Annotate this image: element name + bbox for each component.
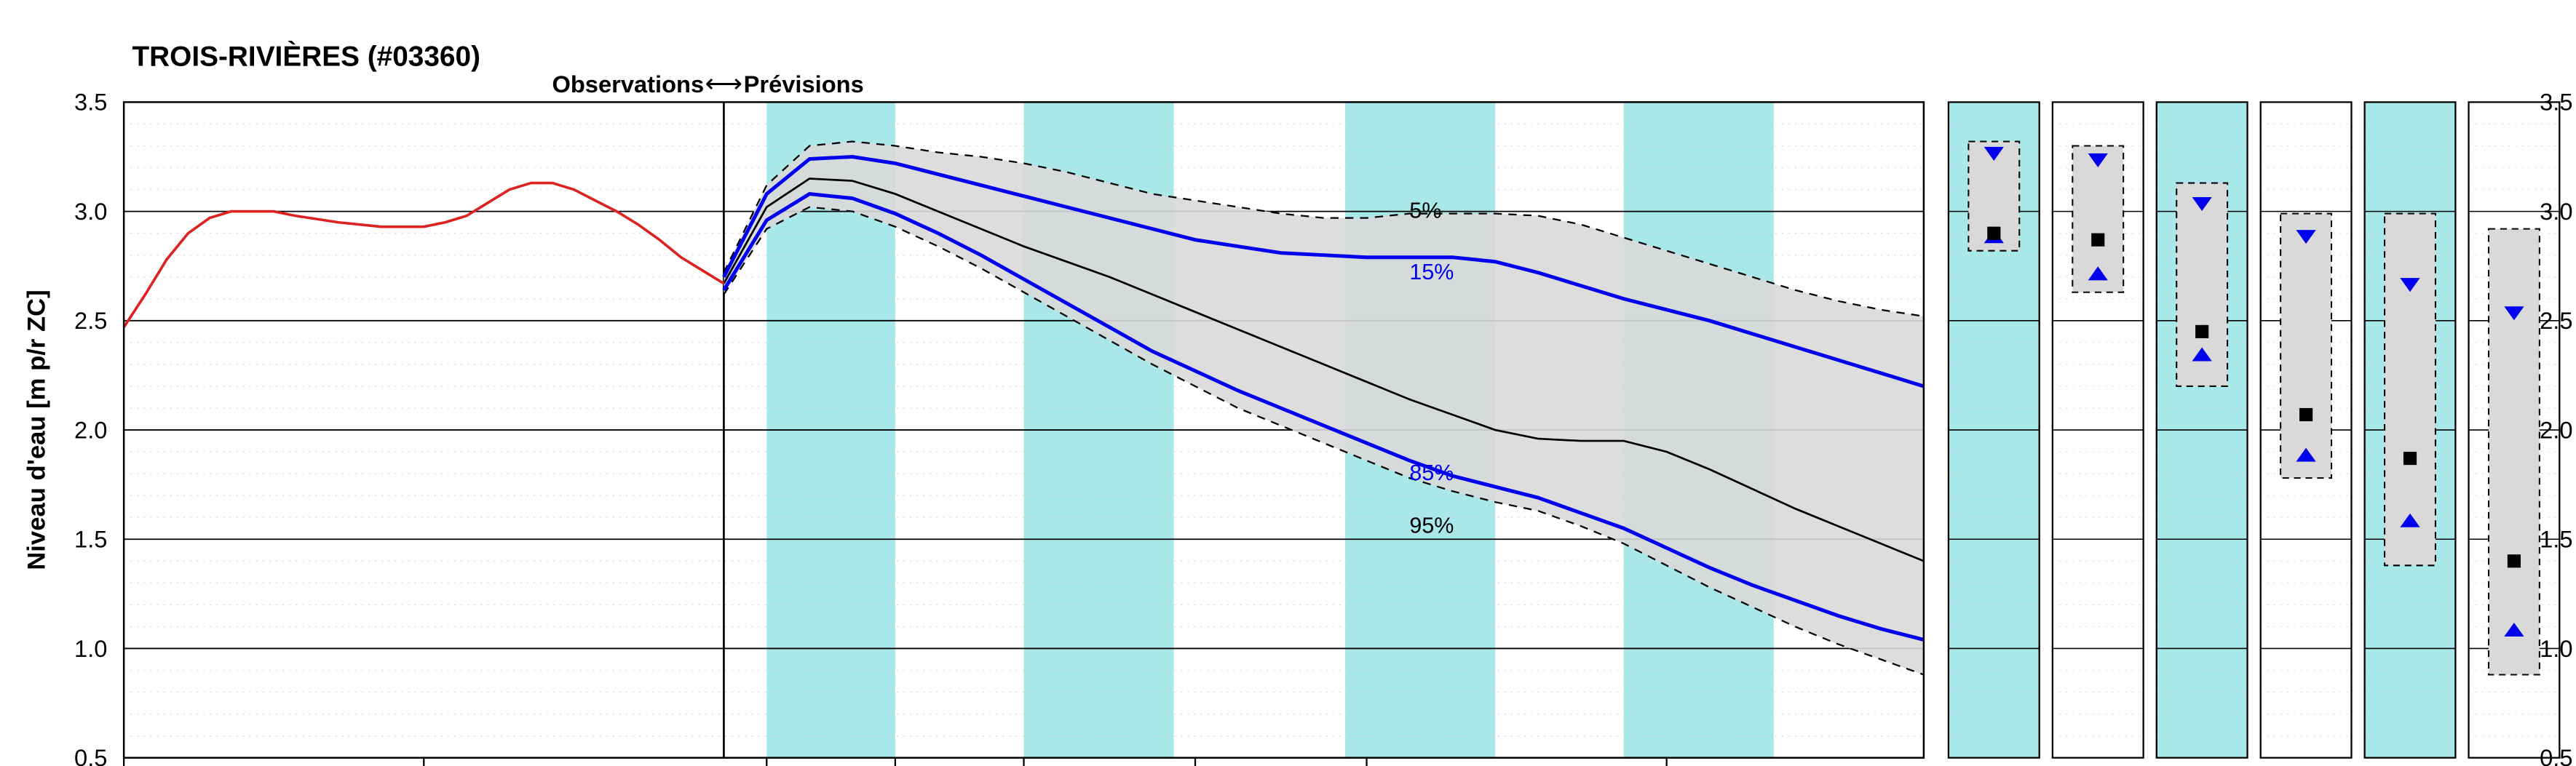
- y-tick-label: 2.0: [74, 416, 107, 443]
- y-tick-label-right: 1.5: [2540, 526, 2572, 553]
- square-marker: [2403, 452, 2417, 465]
- pct-label: 15%: [1409, 260, 1454, 284]
- chart-title: TROIS-RIVIÈRES (#03360): [132, 41, 480, 73]
- y-tick-label: 3.0: [74, 198, 107, 225]
- previsions-label: Prévisions: [744, 71, 864, 97]
- y-axis-label: Niveau d'eau [m p/r ZC]: [23, 290, 50, 570]
- panel-band: [2489, 229, 2540, 675]
- y-tick-label: 1.5: [74, 526, 107, 553]
- y-tick-label-right: 1.0: [2540, 635, 2572, 662]
- panel-band: [2385, 214, 2436, 566]
- square-marker: [2195, 325, 2208, 338]
- y-tick-label-right: 0.5: [2540, 744, 2572, 766]
- pct-label: 95%: [1409, 513, 1454, 538]
- y-tick-label-right: 3.5: [2540, 89, 2572, 116]
- square-marker: [2508, 554, 2521, 567]
- y-tick-label-right: 2.5: [2540, 307, 2572, 334]
- panel-band: [2280, 214, 2331, 479]
- square-marker: [2091, 234, 2104, 247]
- pct-label: 5%: [1409, 199, 1441, 223]
- arrow-icon: ⟷: [705, 68, 742, 98]
- y-tick-label-right: 2.0: [2540, 416, 2572, 443]
- observations-label: Observations: [552, 71, 704, 97]
- square-marker: [1987, 227, 2000, 240]
- y-tick-label: 3.5: [74, 89, 107, 116]
- y-tick-label: 1.0: [74, 635, 107, 662]
- y-tick-label: 0.5: [74, 744, 107, 766]
- y-tick-label-right: 3.0: [2540, 198, 2572, 225]
- square-marker: [2299, 408, 2313, 421]
- y-tick-label: 2.5: [74, 307, 107, 334]
- pct-label: 85%: [1409, 460, 1454, 485]
